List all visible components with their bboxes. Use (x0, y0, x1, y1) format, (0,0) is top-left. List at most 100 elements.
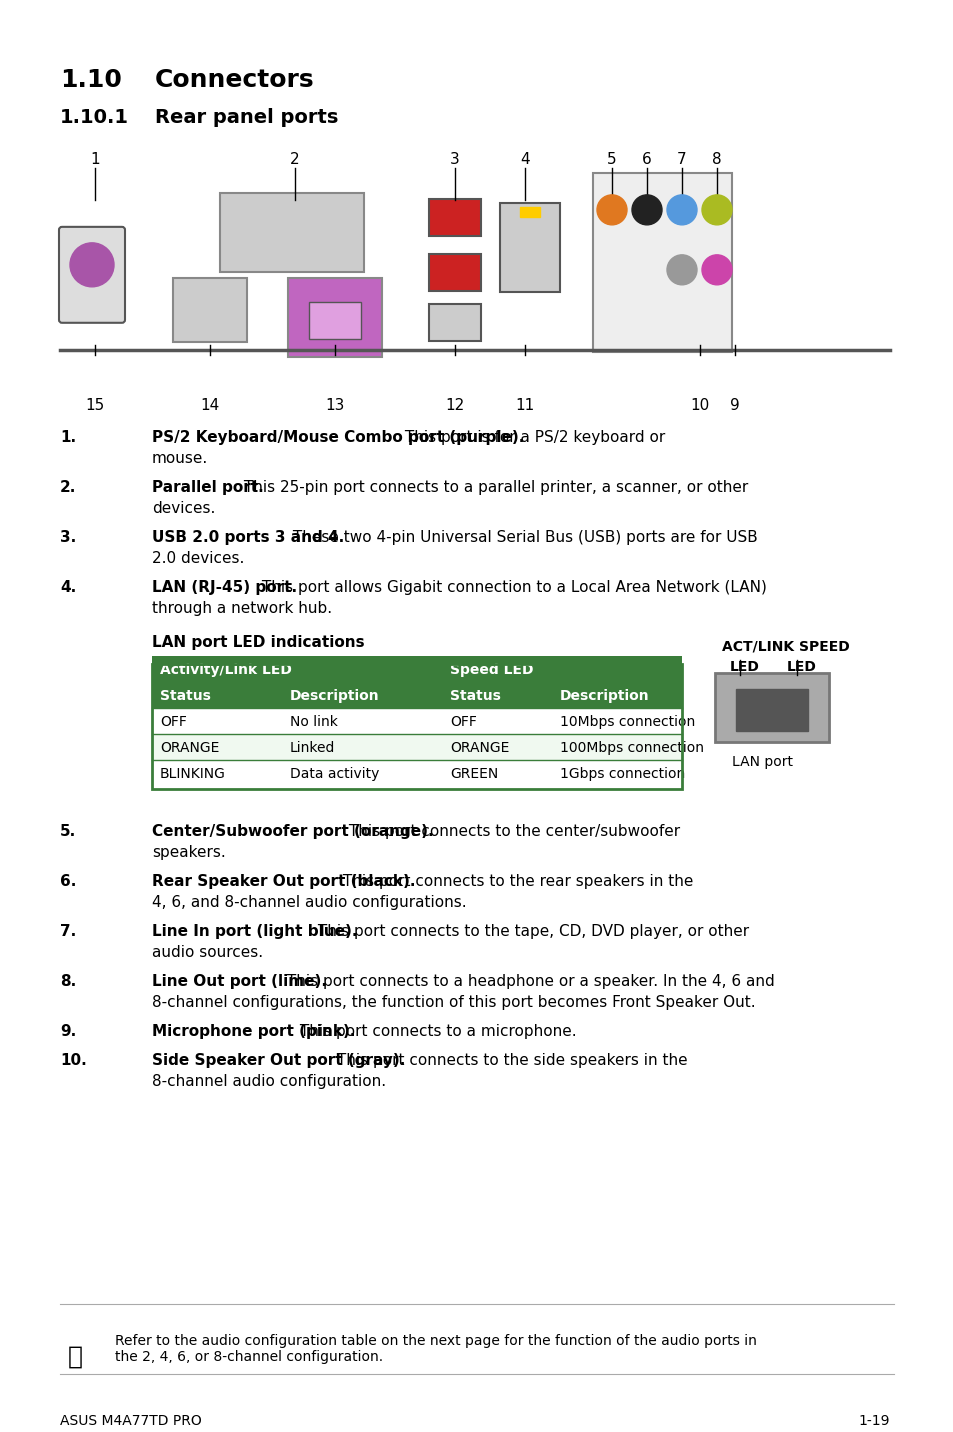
Text: Line In port (light blue).: Line In port (light blue). (152, 925, 357, 939)
Text: ORANGE: ORANGE (450, 740, 509, 755)
FancyBboxPatch shape (309, 302, 360, 339)
FancyBboxPatch shape (152, 656, 681, 682)
Text: 8: 8 (712, 152, 721, 168)
Text: GREEN: GREEN (450, 766, 497, 780)
Text: This port connects to the rear speakers in the: This port connects to the rear speakers … (337, 875, 693, 889)
Text: BLINKING: BLINKING (160, 766, 226, 780)
Text: 9: 9 (729, 398, 740, 412)
Text: 13: 13 (325, 398, 344, 412)
Text: LAN port LED indications: LAN port LED indications (152, 634, 364, 650)
Text: ORANGE: ORANGE (160, 740, 219, 755)
Text: Speed LED: Speed LED (450, 663, 533, 676)
Text: 1.: 1. (60, 430, 76, 445)
Text: 1.10.1: 1.10.1 (60, 107, 129, 127)
Text: ASUS M4A77TD PRO: ASUS M4A77TD PRO (60, 1415, 201, 1428)
FancyBboxPatch shape (735, 689, 807, 730)
Text: mouse.: mouse. (152, 451, 208, 465)
Text: 10: 10 (690, 398, 709, 412)
Text: Refer to the audio configuration table on the next page for the function of the : Refer to the audio configuration table o… (115, 1335, 756, 1365)
Circle shape (701, 195, 731, 225)
Text: 5: 5 (606, 152, 617, 168)
Text: This port connects to the side speakers in the: This port connects to the side speakers … (332, 1054, 687, 1068)
Text: This port is for a PS/2 keyboard or: This port is for a PS/2 keyboard or (399, 430, 664, 445)
Text: Status: Status (450, 689, 500, 703)
Circle shape (631, 195, 661, 225)
Text: 8-channel audio configuration.: 8-channel audio configuration. (152, 1074, 386, 1090)
Text: 2: 2 (290, 152, 299, 168)
Text: Microphone port (pink).: Microphone port (pink). (152, 1024, 355, 1040)
Text: Line Out port (lime).: Line Out port (lime). (152, 974, 327, 990)
Text: This 25-pin port connects to a parallel printer, a scanner, or other: This 25-pin port connects to a parallel … (238, 480, 747, 494)
Text: 8-channel configurations, the function of this port becomes Front Speaker Out.: 8-channel configurations, the function o… (152, 995, 755, 1011)
Text: 14: 14 (200, 398, 219, 412)
Text: USB 2.0 ports 3 and 4.: USB 2.0 ports 3 and 4. (152, 530, 344, 544)
Text: Parallel port.: Parallel port. (152, 480, 263, 494)
Text: 4.: 4. (60, 580, 76, 594)
FancyBboxPatch shape (152, 707, 681, 733)
FancyBboxPatch shape (59, 226, 125, 322)
Text: 2.0 devices.: 2.0 devices. (152, 551, 244, 566)
Text: ACT/LINK SPEED: ACT/LINK SPEED (721, 640, 849, 653)
Bar (152, 663, 681, 789)
Text: LAN (RJ-45) port.: LAN (RJ-45) port. (152, 580, 296, 594)
FancyBboxPatch shape (152, 682, 681, 707)
FancyBboxPatch shape (429, 253, 480, 291)
Text: 6.: 6. (60, 875, 76, 889)
Circle shape (70, 243, 113, 286)
Text: LED: LED (729, 660, 760, 673)
Text: Description: Description (559, 689, 649, 703)
Text: 1Gbps connection: 1Gbps connection (559, 766, 684, 780)
Text: Rear Speaker Out port (black).: Rear Speaker Out port (black). (152, 875, 416, 889)
Text: LED: LED (786, 660, 816, 673)
Text: 6: 6 (641, 152, 651, 168)
Text: These two 4-pin Universal Serial Bus (USB) ports are for USB: These two 4-pin Universal Serial Bus (US… (288, 530, 758, 544)
Text: 9.: 9. (60, 1024, 76, 1040)
Text: Description: Description (290, 689, 379, 703)
Text: 3.: 3. (60, 530, 76, 544)
Text: This port connects to the tape, CD, DVD player, or other: This port connects to the tape, CD, DVD … (313, 925, 748, 939)
Text: 11: 11 (515, 398, 534, 412)
Text: PS/2 Keyboard/Mouse Combo port (purple).: PS/2 Keyboard/Mouse Combo port (purple). (152, 430, 524, 445)
Text: Status: Status (160, 689, 211, 703)
Circle shape (701, 255, 731, 285)
Text: 10.: 10. (60, 1054, 87, 1068)
Text: Connectors: Connectors (154, 67, 314, 92)
FancyBboxPatch shape (499, 203, 559, 292)
Text: 5.: 5. (60, 825, 76, 839)
Text: This port allows Gigabit connection to a Local Area Network (LAN): This port allows Gigabit connection to a… (257, 580, 766, 594)
Text: 12: 12 (445, 398, 464, 412)
Text: through a network hub.: through a network hub. (152, 600, 332, 616)
Text: This port connects to a headphone or a speaker. In the 4, 6 and: This port connects to a headphone or a s… (282, 974, 774, 990)
Text: Data activity: Data activity (290, 766, 379, 780)
Text: 4: 4 (519, 152, 529, 168)
Text: 7: 7 (677, 152, 686, 168)
Text: speakers.: speakers. (152, 845, 226, 861)
Text: OFF: OFF (160, 715, 187, 729)
FancyBboxPatch shape (288, 278, 381, 357)
Text: LAN port: LAN port (731, 755, 792, 769)
Text: Side Speaker Out port (gray).: Side Speaker Out port (gray). (152, 1054, 405, 1068)
Text: 1.10: 1.10 (60, 67, 122, 92)
Text: 8.: 8. (60, 974, 76, 990)
FancyBboxPatch shape (152, 733, 681, 759)
Text: 4, 6, and 8-channel audio configurations.: 4, 6, and 8-channel audio configurations… (152, 895, 466, 911)
FancyBboxPatch shape (429, 199, 480, 236)
Text: Activity/Link LED: Activity/Link LED (160, 663, 292, 676)
Text: Center/Subwoofer port (orange).: Center/Subwoofer port (orange). (152, 825, 434, 839)
Text: audio sources.: audio sources. (152, 945, 263, 961)
Bar (519, 206, 539, 216)
Circle shape (666, 195, 697, 225)
Text: OFF: OFF (450, 715, 476, 729)
Text: 100Mbps connection: 100Mbps connection (559, 740, 703, 755)
FancyBboxPatch shape (220, 193, 364, 272)
Text: Linked: Linked (290, 740, 335, 755)
FancyBboxPatch shape (152, 759, 681, 786)
Text: No link: No link (290, 715, 337, 729)
Text: This port connects to the center/subwoofer: This port connects to the center/subwoof… (344, 825, 679, 839)
FancyBboxPatch shape (593, 173, 731, 352)
Text: 15: 15 (85, 398, 105, 412)
Text: 🖊: 🖊 (68, 1345, 82, 1368)
Text: 2.: 2. (60, 480, 76, 494)
Circle shape (666, 255, 697, 285)
Text: 1: 1 (91, 152, 100, 168)
